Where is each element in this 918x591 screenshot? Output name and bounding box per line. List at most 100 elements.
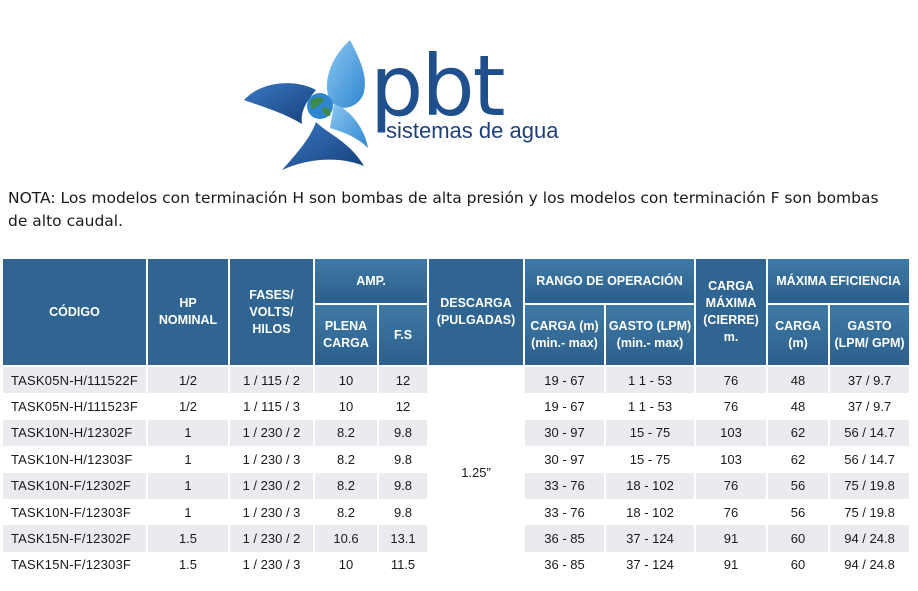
cell-eficiencia-carga: 62 [768, 446, 831, 473]
header-rango-gasto: GASTO (LPM) (min.- max) [606, 305, 697, 367]
cell-fases: 1 / 230 / 3 [230, 446, 315, 473]
cell-eficiencia-gasto: 75 / 19.8 [830, 472, 912, 499]
cell-eficiencia-carga: 56 [768, 472, 831, 499]
header-codigo: CÓDIGO [3, 259, 148, 367]
cell-fases: 1 / 230 / 2 [230, 525, 315, 552]
table-row: TASK05N-H/111522F 1/2 1 / 115 / 2 10 12 … [3, 367, 912, 579]
cell-descarga: 1.25” [429, 367, 526, 579]
table-row: TASK05N-H/111523F 1/2 1 / 115 / 3 10 12 … [3, 393, 912, 420]
cell-hp: 1 [148, 498, 230, 526]
header-hp-nominal: HP NOMINAL [148, 259, 230, 367]
cell-carga-maxima: 103 [696, 419, 769, 447]
cell-fases: 1 / 230 / 3 [230, 551, 315, 579]
header-rango-operacion: RANGO DE OPERACIÓN [525, 259, 697, 305]
header-amp-fs: F.S [379, 305, 430, 367]
cell-carga-maxima: 76 [696, 498, 769, 526]
cell-hp: 1 [148, 472, 230, 499]
cell-rango-carga: 33 - 76 [525, 498, 607, 526]
note-text: NOTA: Los modelos con terminación H son … [8, 189, 879, 230]
cell-codigo: TASK10N-F/12302F [3, 472, 148, 499]
cell-plena-carga: 10 [315, 393, 379, 420]
brand-name: pbt [370, 37, 506, 135]
cell-codigo: TASK10N-H/12303F [3, 446, 148, 473]
cell-rango-gasto: 18 - 102 [606, 472, 697, 499]
cell-hp: 1 [148, 419, 230, 447]
cell-rango-carga: 30 - 97 [525, 446, 607, 473]
header-amp: AMP. [315, 259, 430, 305]
cell-eficiencia-carga: 60 [768, 525, 831, 552]
cell-fs: 9.8 [379, 446, 430, 473]
cell-carga-maxima: 91 [696, 551, 769, 579]
brand-tagline: sistemas de agua [386, 118, 559, 143]
header-carga-maxima: CARGA MÁXIMA (CIERRE) m. [696, 259, 769, 367]
cell-fs: 13.1 [379, 525, 430, 552]
cell-plena-carga: 10 [315, 367, 379, 394]
cell-rango-gasto: 18 - 102 [606, 498, 697, 526]
cell-plena-carga: 10.6 [315, 525, 379, 552]
cell-eficiencia-gasto: 37 / 9.7 [830, 367, 912, 394]
cell-carga-maxima: 76 [696, 472, 769, 499]
cell-rango-carga: 33 - 76 [525, 472, 607, 499]
cell-plena-carga: 8.2 [315, 498, 379, 526]
table-row: TASK10N-F/12302F 1 1 / 230 / 2 8.2 9.8 3… [3, 472, 912, 499]
cell-hp: 1/2 [148, 393, 230, 420]
header-eficiencia-gasto: GASTO (LPM/ GPM) [830, 305, 912, 367]
cell-eficiencia-carga: 48 [768, 393, 831, 420]
cell-hp: 1/2 [148, 367, 230, 394]
header-amp-plena-carga: PLENA CARGA [315, 305, 379, 367]
cell-fs: 9.8 [379, 498, 430, 526]
cell-carga-maxima: 76 [696, 393, 769, 420]
cell-rango-gasto: 15 - 75 [606, 419, 697, 447]
cell-fs: 12 [379, 367, 430, 394]
cell-eficiencia-gasto: 56 / 14.7 [830, 446, 912, 473]
cell-eficiencia-carga: 62 [768, 419, 831, 447]
cell-rango-gasto: 1 1 - 53 [606, 393, 697, 420]
header-eficiencia-carga: CARGA (m) [768, 305, 831, 367]
cell-carga-maxima: 76 [696, 367, 769, 394]
cell-fases: 1 / 230 / 3 [230, 498, 315, 526]
cell-rango-gasto: 1 1 - 53 [606, 367, 697, 394]
header-rango-carga: CARGA (m) (min.- max) [525, 305, 607, 367]
cell-fases: 1 / 230 / 2 [230, 419, 315, 447]
cell-codigo: TASK05N-H/111522F [3, 367, 148, 394]
cell-rango-carga: 19 - 67 [525, 367, 607, 394]
table-row: TASK10N-F/12303F 1 1 / 230 / 3 8.2 9.8 3… [3, 498, 912, 526]
cell-fs: 9.8 [379, 419, 430, 447]
cell-fs: 9.8 [379, 472, 430, 499]
cell-eficiencia-carga: 60 [768, 551, 831, 579]
pbt-logo: pbt sistemas de agua [238, 38, 578, 178]
table-row: TASK10N-H/12302F 1 1 / 230 / 2 8.2 9.8 3… [3, 419, 912, 447]
cell-codigo: TASK10N-F/12303F [3, 498, 148, 526]
cell-eficiencia-gasto: 94 / 24.8 [830, 525, 912, 552]
water-drop-logo-icon [244, 40, 368, 170]
cell-rango-gasto: 37 - 124 [606, 525, 697, 552]
cell-codigo: TASK05N-H/111523F [3, 393, 148, 420]
cell-rango-gasto: 15 - 75 [606, 446, 697, 473]
table-row: TASK15N-F/12302F 1.5 1 / 230 / 2 10.6 13… [3, 525, 912, 552]
cell-fs: 11.5 [379, 551, 430, 579]
cell-plena-carga: 8.2 [315, 419, 379, 447]
cell-plena-carga: 10 [315, 551, 379, 579]
cell-eficiencia-gasto: 56 / 14.7 [830, 419, 912, 447]
cell-carga-maxima: 103 [696, 446, 769, 473]
cell-hp: 1.5 [148, 551, 230, 579]
cell-eficiencia-gasto: 94 / 24.8 [830, 551, 912, 579]
pump-spec-table: CÓDIGO HP NOMINAL FASES/ VOLTS/ HILOS AM… [3, 259, 912, 579]
table-row: TASK15N-F/12303F 1.5 1 / 230 / 3 10 11.5… [3, 551, 912, 579]
cell-eficiencia-gasto: 37 / 9.7 [830, 393, 912, 420]
cell-fases: 1 / 230 / 2 [230, 472, 315, 499]
cell-hp: 1 [148, 446, 230, 473]
cell-eficiencia-carga: 56 [768, 498, 831, 526]
header-maxima-eficiencia: MÁXIMA EFICIENCIA [768, 259, 912, 305]
cell-rango-carga: 36 - 85 [525, 525, 607, 552]
cell-eficiencia-carga: 48 [768, 367, 831, 394]
header-descarga: DESCARGA (PULGADAS) [429, 259, 526, 367]
cell-codigo: TASK15N-F/12302F [3, 525, 148, 552]
cell-rango-gasto: 37 - 124 [606, 551, 697, 579]
cell-plena-carga: 8.2 [315, 446, 379, 473]
cell-hp: 1.5 [148, 525, 230, 552]
cell-plena-carga: 8.2 [315, 472, 379, 499]
cell-rango-carga: 30 - 97 [525, 419, 607, 447]
cell-fases: 1 / 115 / 2 [230, 367, 315, 394]
table-row: TASK10N-H/12303F 1 1 / 230 / 3 8.2 9.8 3… [3, 446, 912, 473]
